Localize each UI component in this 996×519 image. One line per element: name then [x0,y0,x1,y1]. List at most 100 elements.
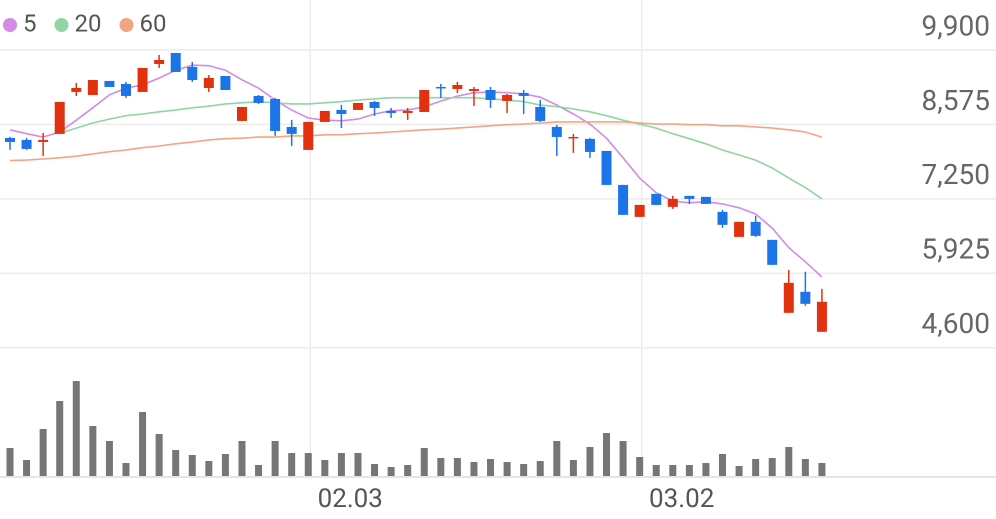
volume-bar [155,434,163,476]
volume-bar [255,465,263,476]
candle-body [104,80,115,87]
candle-body [120,83,131,96]
volume-bar [569,460,577,476]
ma-line [9,121,823,162]
volume-bar [768,458,776,476]
candle-body [717,211,728,225]
volume-bar [636,457,644,476]
candle-body [253,95,264,103]
candle-body [783,282,794,313]
volume-bar [56,401,64,476]
volume-bar [404,465,412,476]
candle-body [468,88,479,91]
ma-line [59,96,823,200]
volume-bar [271,441,279,476]
volume-bar [321,460,329,476]
candle-body [71,87,82,92]
candle-body [485,89,496,100]
candle-body [734,221,745,237]
volume-bar [39,429,47,476]
volume-bar [735,466,743,476]
volume-bar [785,447,793,476]
candle-body [303,121,314,150]
volume-bar [470,462,478,476]
candle-body [203,77,214,88]
volume-bar [337,453,345,476]
volume-bar [586,447,594,476]
y-tick-label: 9,900 [922,9,990,42]
volume-bar [221,454,229,476]
legend-label: 20 [75,9,102,37]
candle-body [154,59,165,64]
candle-body [435,86,446,89]
volume-bar [122,463,130,476]
volume-bar [420,448,428,476]
y-tick-label: 8,575 [922,84,990,117]
candle-body [54,101,65,134]
candle-body [369,101,380,108]
volume-bar [801,459,809,476]
volume-bar [487,459,495,476]
volume-bar [685,465,693,476]
volume-bar [669,465,677,476]
volume-bar [536,461,544,476]
volume-bar [172,450,180,476]
candle-body [236,106,247,121]
volume-bar [23,460,31,476]
candle-body [584,138,595,152]
candle-body [800,291,811,304]
volume-bar [603,433,611,476]
volume-bar [553,441,561,476]
candle-body [419,89,430,112]
volume-bar [619,441,627,476]
candle-body [767,239,778,265]
candle-body [270,98,281,131]
candle-body [137,67,148,92]
volume-bar [304,453,312,476]
candle-body [535,106,546,121]
volume-bar [437,458,445,476]
volume-bar [520,464,528,476]
candle-body [667,198,678,207]
volume-bar [105,441,113,476]
candle-body [700,196,711,204]
y-tick-label: 7,250 [922,158,990,191]
legend-label: 5 [23,9,37,37]
volume-bar [453,458,461,476]
volume-bar [503,462,511,476]
candle-body [618,184,629,215]
legend-label: 60 [139,9,166,37]
volume-bar [387,467,395,476]
volume-bar [72,381,80,476]
volume-bar [354,453,362,476]
candle-body [601,150,612,185]
candle-body [170,52,181,72]
candle-body [568,136,579,139]
legend-marker [3,18,17,32]
candle-body [5,137,15,142]
y-tick-label: 4,600 [922,307,990,340]
candle-body [21,139,32,149]
candle-body [187,66,198,80]
volume-bar [752,459,760,476]
candle-body [38,139,49,142]
candle-body [502,94,513,101]
x-tick-label: 03.02 [649,484,714,514]
legend-marker [54,18,69,32]
candle-body [750,221,761,236]
candle-body [319,110,330,122]
legend-marker [119,18,134,32]
candle-body [651,193,662,205]
volume-bar [702,463,710,476]
candle-body [816,301,827,332]
candle-body [352,102,363,110]
volume-bar [719,454,727,476]
candle-body [336,109,347,114]
volume-bar [288,453,296,476]
volume-bar [238,441,246,476]
candle-body [634,204,645,217]
volume-bar [371,464,379,476]
volume-bar [188,455,196,476]
candle-body [87,79,98,95]
